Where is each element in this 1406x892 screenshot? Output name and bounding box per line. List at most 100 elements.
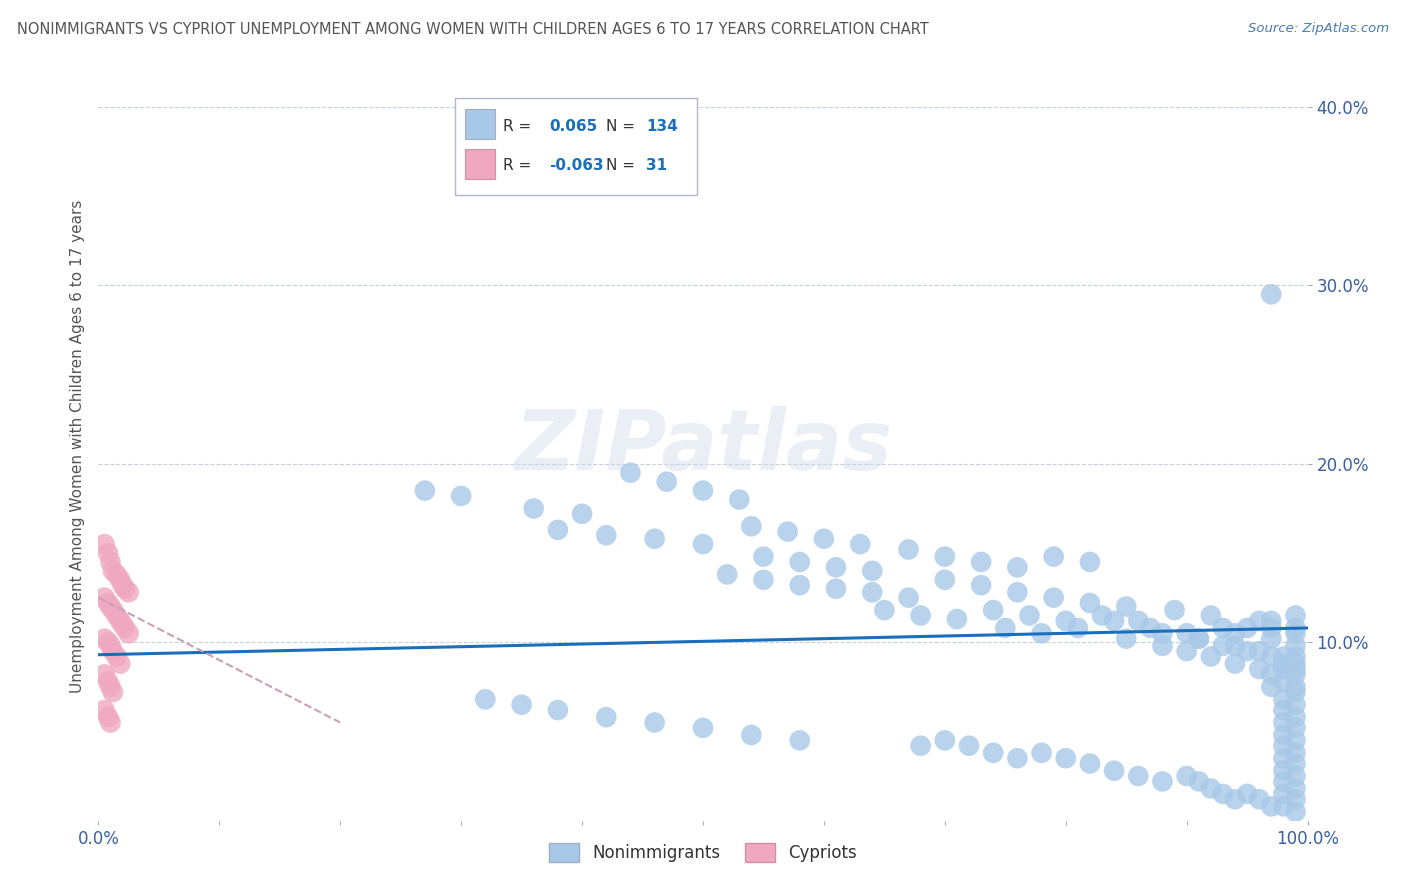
Text: NONIMMIGRANTS VS CYPRIOT UNEMPLOYMENT AMONG WOMEN WITH CHILDREN AGES 6 TO 17 YEA: NONIMMIGRANTS VS CYPRIOT UNEMPLOYMENT AM… <box>17 22 928 37</box>
Point <box>1272 674 1295 689</box>
Point <box>1199 608 1222 623</box>
Point <box>474 692 496 706</box>
Point <box>752 549 775 564</box>
Point <box>1212 639 1234 653</box>
Point <box>1272 728 1295 742</box>
Point <box>981 746 1004 760</box>
Point <box>510 698 533 712</box>
Point <box>813 532 835 546</box>
Point <box>910 739 932 753</box>
Point <box>97 710 120 724</box>
Point <box>1212 787 1234 801</box>
Point <box>1284 649 1306 664</box>
Point <box>970 578 993 592</box>
Point <box>1249 614 1271 628</box>
Point <box>1042 549 1064 564</box>
Point <box>595 175 617 189</box>
Text: ZIPatlas: ZIPatlas <box>515 406 891 486</box>
Point <box>105 649 128 664</box>
Point <box>1188 632 1211 646</box>
Point <box>114 621 136 635</box>
Point <box>1284 805 1306 819</box>
Point <box>114 582 136 596</box>
Point <box>105 567 128 582</box>
Point <box>934 573 956 587</box>
Point <box>644 532 666 546</box>
Text: 0.065: 0.065 <box>550 119 598 134</box>
Point <box>981 603 1004 617</box>
Point <box>1284 657 1306 671</box>
FancyBboxPatch shape <box>456 97 697 195</box>
Point <box>1272 662 1295 676</box>
Point <box>1152 639 1174 653</box>
Point <box>1272 715 1295 730</box>
Point <box>100 555 122 569</box>
Point <box>897 591 920 605</box>
Point <box>108 614 131 628</box>
Point <box>100 639 122 653</box>
Text: R =: R = <box>503 158 531 172</box>
Point <box>101 685 124 699</box>
Point <box>1249 644 1271 658</box>
Point <box>100 715 122 730</box>
Point <box>1284 756 1306 771</box>
Point <box>101 564 124 578</box>
Point <box>1139 621 1161 635</box>
Point <box>1284 621 1306 635</box>
Point <box>1031 626 1053 640</box>
Point <box>897 542 920 557</box>
Point <box>1199 781 1222 796</box>
Point <box>523 501 546 516</box>
Point <box>100 680 122 694</box>
Point <box>100 599 122 614</box>
Point <box>93 667 115 681</box>
Point <box>93 591 115 605</box>
Point <box>571 507 593 521</box>
Point <box>1272 692 1295 706</box>
Text: -0.063: -0.063 <box>550 158 605 172</box>
Point <box>692 721 714 735</box>
Point <box>1272 799 1295 814</box>
Point <box>849 537 872 551</box>
Point <box>910 608 932 623</box>
Point <box>1042 591 1064 605</box>
Point <box>692 483 714 498</box>
Point <box>1007 751 1029 765</box>
Point <box>101 644 124 658</box>
Point <box>860 564 883 578</box>
Point <box>1260 667 1282 681</box>
Point <box>716 567 738 582</box>
Text: N =: N = <box>606 119 636 134</box>
Point <box>825 582 848 596</box>
Point <box>1284 667 1306 681</box>
Point <box>873 603 896 617</box>
Point <box>860 585 883 599</box>
Point <box>1152 626 1174 640</box>
Point <box>105 608 128 623</box>
Point <box>655 475 678 489</box>
Point <box>789 578 811 592</box>
Point <box>1272 703 1295 717</box>
Point <box>934 549 956 564</box>
Point <box>1163 603 1185 617</box>
Point <box>1284 698 1306 712</box>
Point <box>101 603 124 617</box>
Point <box>1007 560 1029 574</box>
Point <box>1284 792 1306 806</box>
Point <box>1272 751 1295 765</box>
Point <box>1284 685 1306 699</box>
Point <box>1260 680 1282 694</box>
Point <box>1284 680 1306 694</box>
Point <box>1152 774 1174 789</box>
Point <box>1284 662 1306 676</box>
Point <box>619 466 641 480</box>
Point <box>1175 769 1198 783</box>
Point <box>789 733 811 747</box>
Point <box>1223 626 1246 640</box>
Point <box>118 626 141 640</box>
Point <box>644 715 666 730</box>
Point <box>957 739 980 753</box>
Point <box>728 492 751 507</box>
Point <box>1102 764 1125 778</box>
Point <box>93 632 115 646</box>
